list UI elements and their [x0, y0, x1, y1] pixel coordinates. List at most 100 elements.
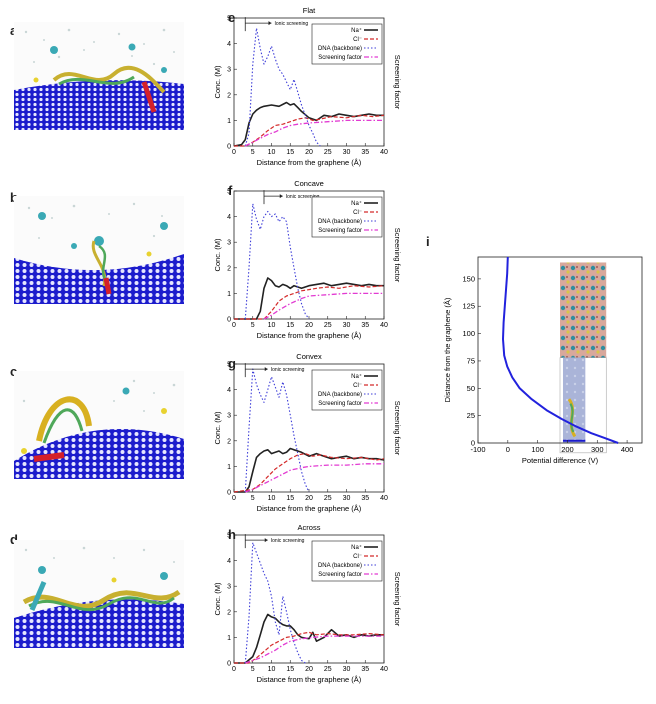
- render-convex: [14, 371, 184, 479]
- y-tick-label: 4: [227, 387, 231, 394]
- legend-label: Screening factor: [318, 55, 362, 61]
- x-tick-label: 35: [361, 666, 369, 673]
- y2-axis-label: Screening factor: [393, 55, 402, 110]
- x-tick-label: 10: [268, 495, 276, 502]
- y-tick-label: 0: [227, 490, 231, 497]
- y-tick-label: 5: [227, 362, 231, 369]
- x-tick-label: 100: [531, 445, 544, 454]
- panel-label-e: e: [228, 10, 236, 25]
- x-axis-label: Distance from the graphene (Å): [257, 504, 362, 513]
- y2-axis-label: Screening factor: [393, 572, 402, 627]
- annotation-arrowhead: [264, 367, 268, 372]
- y-tick-label: 1: [227, 291, 231, 298]
- y2-axis-label: Screening factor: [393, 401, 402, 456]
- series-line: [244, 368, 310, 493]
- y-tick-label: 2: [227, 438, 231, 445]
- legend-label: DNA (backbone): [318, 563, 362, 569]
- x-axis-label: Distance from the graphene (Å): [257, 675, 362, 684]
- y-tick-label: 0: [227, 317, 231, 324]
- y-axis-label: Conc. (M): [213, 582, 222, 615]
- x-tick-label: 20: [305, 149, 313, 156]
- chart-title: Convex: [296, 352, 322, 361]
- legend-label: Screening factor: [318, 572, 362, 578]
- x-tick-label: 30: [343, 149, 351, 156]
- legend-label: DNA (backbone): [318, 392, 362, 398]
- x-tick-label: 20: [305, 495, 313, 502]
- chart-g: Convex 0 5 10 15 20 25 30 35 40 0 1 2 3 4 5 Distance fro…: [212, 350, 402, 520]
- x-tick-label: 10: [268, 322, 276, 329]
- x-tick-label: 40: [380, 322, 388, 329]
- series-line: [245, 463, 384, 493]
- x-axis-label: Distance from the graphene (Å): [257, 158, 362, 167]
- chart-title: Across: [298, 523, 321, 532]
- annotation-arrowhead: [279, 194, 283, 199]
- x-tick-label: 200: [561, 445, 574, 454]
- x-tick-label: 15: [286, 149, 294, 156]
- render-flat-illustration: [14, 22, 184, 130]
- ion-box-upper: [560, 262, 607, 358]
- panel-label-a: a: [10, 23, 18, 38]
- y-tick-label: 1: [227, 635, 231, 642]
- y-tick-label: 50: [467, 384, 475, 393]
- chart-h: Across 0 5 10 15 20 25 30 35 40 0 1 2 3 4 5 Distance fro…: [212, 521, 402, 691]
- series-line: [234, 114, 385, 147]
- x-tick-label: 40: [380, 495, 388, 502]
- render-convex-illustration: [14, 371, 184, 479]
- x-tick-label: 5: [251, 495, 255, 502]
- x-tick-label: 25: [324, 149, 332, 156]
- chart-f: Concave 0 5 10 15 20 25 30 35 40 0 1 2 3 4 5 Distance fr…: [212, 177, 402, 347]
- y-tick-label: 0: [471, 439, 475, 448]
- y-tick-label: 4: [227, 558, 231, 565]
- panel-label-d: d: [10, 532, 18, 547]
- panel-label-c: c: [10, 364, 18, 379]
- y-tick-label: 75: [467, 356, 475, 365]
- x-tick-label: 10: [268, 149, 276, 156]
- legend-label: Na⁺: [351, 27, 362, 34]
- x-tick-label: 25: [324, 495, 332, 502]
- x-tick-label: 35: [361, 495, 369, 502]
- x-tick-label: 5: [251, 149, 255, 156]
- y-tick-label: 25: [467, 411, 475, 420]
- legend-label: Cl⁻: [353, 210, 362, 216]
- x-tick-label: 5: [251, 666, 255, 673]
- annotation-label: Ionic screening: [271, 538, 305, 544]
- series-line: [234, 277, 384, 320]
- legend-label: Na⁺: [351, 544, 362, 551]
- panel-label-i: i: [426, 234, 430, 249]
- dna-box-lower: [562, 357, 586, 443]
- x-axis-label: Distance from the graphene (Å): [257, 331, 362, 340]
- y-tick-label: 3: [227, 67, 231, 74]
- x-tick-label: 15: [286, 495, 294, 502]
- x-tick-label: 20: [305, 666, 313, 673]
- x-tick-label: 40: [380, 149, 388, 156]
- y-tick-label: 3: [227, 413, 231, 420]
- series-line: [234, 631, 385, 664]
- y-tick-label: 0: [227, 661, 231, 668]
- legend-label: Screening factor: [318, 228, 362, 234]
- series-line: [245, 635, 384, 664]
- x-tick-label: 0: [232, 666, 236, 673]
- x-tick-label: 300: [591, 445, 604, 454]
- panel-label-b: b: [10, 190, 18, 205]
- legend-label: Cl⁻: [353, 554, 362, 560]
- y-tick-label: 150: [462, 274, 475, 283]
- y-tick-label: 3: [227, 240, 231, 247]
- y-tick-label: 5: [227, 533, 231, 540]
- x-tick-label: 35: [361, 322, 369, 329]
- dna-strand-inner: [569, 403, 575, 433]
- y-axis-label: Conc. (M): [213, 65, 222, 98]
- series-line: [244, 27, 321, 147]
- x-tick-label: 20: [305, 322, 313, 329]
- y-tick-label: 2: [227, 609, 231, 616]
- legend-label: Screening factor: [318, 401, 362, 407]
- x-tick-label: 10: [268, 666, 276, 673]
- y-axis-label: Distance from the graphene (Å): [443, 297, 452, 402]
- render-concave-illustration: [14, 196, 184, 304]
- y-tick-label: 2: [227, 265, 231, 272]
- x-tick-label: 30: [343, 322, 351, 329]
- series-line: [234, 613, 384, 664]
